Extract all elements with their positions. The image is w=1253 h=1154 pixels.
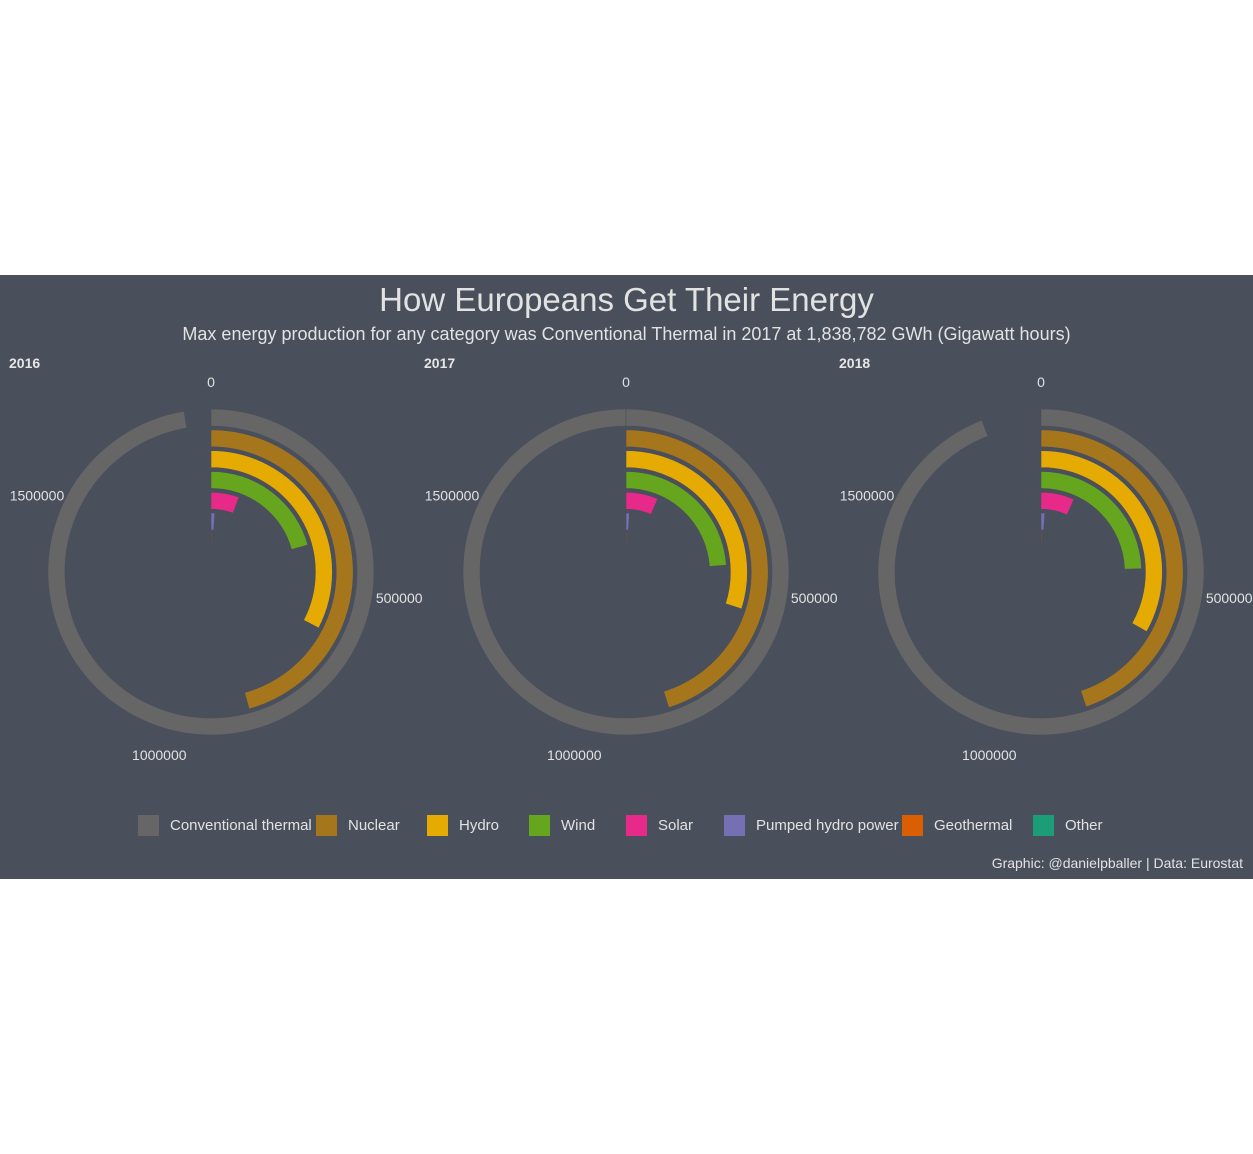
tick-label-1500000-2018: 1500000	[840, 488, 895, 504]
bar-hydro-2018	[1040, 450, 1163, 633]
legend-label: Geothermal	[934, 816, 1013, 834]
polar-chart-2018: 0 500000 1000000 1500000	[840, 374, 1253, 763]
tick-label-0-2016: 0	[207, 374, 215, 390]
bar-nuclear-2016	[210, 429, 354, 710]
tick-label-500000-2017: 500000	[791, 590, 838, 606]
tick-label-1000000-2016: 1000000	[132, 747, 187, 763]
legend-item-geothermal: Geothermal	[902, 813, 1012, 837]
tick-label-500000-2018: 500000	[1206, 590, 1253, 606]
legend: Conventional thermal Nuclear Hydro Wind …	[0, 813, 1253, 837]
polar-charts: 0 500000 1000000 1500000 0 500000 1000000 15000…	[10, 374, 1253, 763]
bar-solar-2018	[1040, 491, 1075, 516]
legend-key-conventional-thermal	[138, 814, 159, 836]
legend-label: Pumped hydro power	[756, 816, 899, 834]
bar-solar-2016	[210, 491, 240, 514]
chart-title: How Europeans Get Their Energy	[379, 281, 874, 318]
bar-geothermal-2016	[210, 533, 213, 552]
legend-item-solar: Solar	[626, 813, 693, 837]
legend-label: Other	[1065, 816, 1103, 834]
polar-chart-2017: 0 500000 1000000 1500000	[425, 374, 838, 763]
bar-conventional-thermal-2018	[877, 408, 1205, 736]
legend-item-conventional-thermal: Conventional thermal	[138, 813, 312, 837]
tick-label-0-2018: 0	[1037, 374, 1045, 390]
bar-conventional-thermal-2016	[47, 408, 375, 736]
legend-key-pumped-hydro-power	[724, 814, 745, 836]
legend-label: Wind	[561, 816, 596, 834]
tick-label-0-2017: 0	[622, 374, 630, 390]
legend-label: Hydro	[459, 816, 500, 834]
bar-hydro-2017	[625, 450, 748, 610]
legend-key-nuclear	[316, 814, 337, 836]
legend-key-wind	[529, 814, 550, 836]
legend-key-solar	[626, 814, 647, 836]
chart-subtitle: Max energy production for any category w…	[182, 324, 1071, 344]
bar-wind-2017	[625, 471, 727, 567]
legend-item-pumped-hydro-power: Pumped hydro power	[724, 813, 899, 837]
legend-item-other: Other	[1033, 813, 1103, 837]
bar-pumped-hydro-power-2016	[210, 512, 216, 531]
bar-conventional-thermal-2017	[462, 408, 790, 736]
bar-geothermal-2017	[625, 533, 628, 552]
legend-label: Nuclear	[348, 816, 400, 834]
bar-solar-2017	[625, 491, 659, 515]
bar-geothermal-2018	[1040, 533, 1043, 552]
bar-nuclear-2017	[625, 429, 769, 708]
legend-key-hydro	[427, 814, 448, 836]
tick-label-1000000-2017: 1000000	[547, 747, 602, 763]
chart-panel: How Europeans Get Their Energy Max energ…	[0, 275, 1253, 879]
bar-wind-2018	[1040, 471, 1142, 570]
tick-label-500000-2016: 500000	[376, 590, 423, 606]
bar-pumped-hydro-power-2017	[625, 512, 630, 531]
legend-item-wind: Wind	[529, 813, 595, 837]
legend-label: Conventional thermal	[170, 816, 312, 834]
polar-chart-2016: 0 500000 1000000 1500000	[10, 374, 423, 763]
chart-caption: Graphic: @danielpballer | Data: Eurostat	[991, 855, 1243, 871]
bar-hydro-2016	[210, 450, 333, 629]
bar-pumped-hydro-power-2018	[1040, 512, 1046, 531]
legend-item-hydro: Hydro	[427, 813, 499, 837]
legend-key-geothermal	[902, 814, 923, 836]
legend-item-nuclear: Nuclear	[316, 813, 400, 837]
legend-key-other	[1033, 814, 1054, 836]
tick-label-1500000-2016: 1500000	[10, 488, 65, 504]
tick-label-1500000-2017: 1500000	[425, 488, 480, 504]
facet-label-2017: 2017	[424, 355, 456, 371]
bar-wind-2016	[210, 471, 309, 550]
legend-label: Solar	[658, 816, 694, 834]
tick-label-1000000-2018: 1000000	[962, 747, 1017, 763]
facet-label-2016: 2016	[9, 355, 41, 371]
bar-nuclear-2018	[1040, 429, 1184, 708]
facet-label-2018: 2018	[839, 355, 871, 371]
